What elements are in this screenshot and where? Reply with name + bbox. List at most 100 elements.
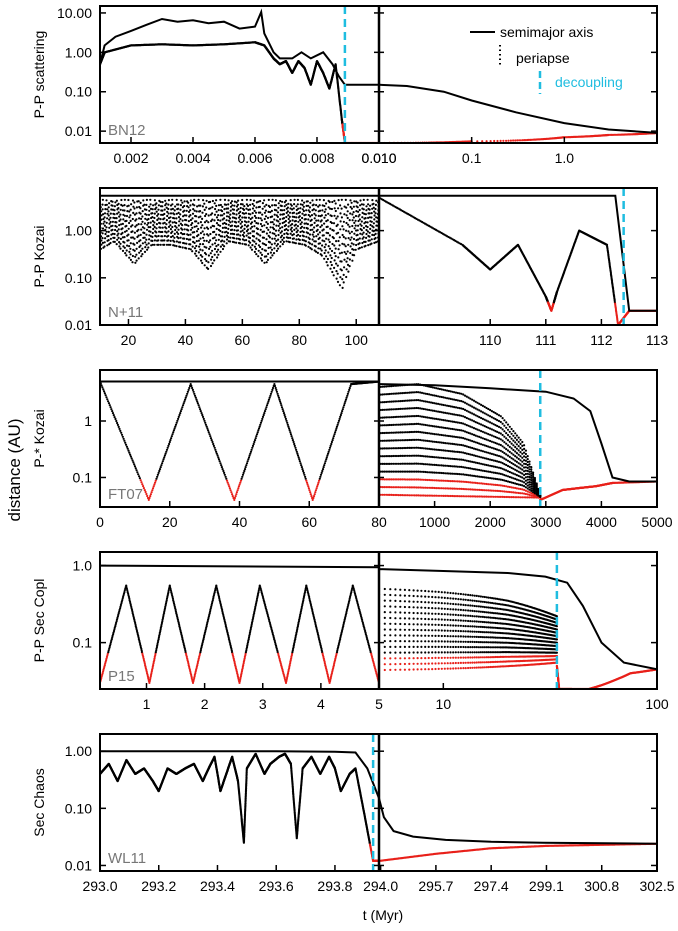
periapse-point — [169, 212, 173, 215]
periapse-point — [429, 471, 433, 474]
x-tick-label: 0.008 — [299, 150, 334, 166]
periapse-point — [328, 247, 332, 250]
periapse-point — [197, 257, 200, 260]
periapse-point — [381, 493, 384, 496]
periapse-point — [149, 226, 152, 229]
periapse-point — [413, 478, 416, 481]
periapse-point — [390, 439, 393, 442]
periapse-point — [320, 214, 323, 217]
periapse-point — [249, 246, 252, 249]
periapse-point — [437, 494, 440, 497]
periapse-point — [365, 205, 368, 208]
periapse-point — [177, 224, 180, 227]
periapse-point — [309, 228, 312, 232]
periapse-point — [137, 228, 140, 231]
periapse-point — [209, 200, 212, 203]
periapse-point — [413, 415, 416, 418]
periapse-point — [175, 421, 178, 424]
periapse-point — [274, 204, 278, 207]
periapse-point — [152, 485, 155, 488]
periapse-point — [385, 447, 388, 450]
periapse-point — [131, 230, 134, 233]
periapse-point — [458, 443, 461, 446]
periapse-point — [358, 242, 361, 245]
periapse-point — [366, 230, 369, 233]
periapse-point — [426, 478, 429, 482]
periapse-point — [462, 451, 465, 454]
periapse-point — [270, 248, 274, 251]
periapse-point — [173, 213, 176, 216]
periapse-point — [360, 246, 363, 249]
periapse-point — [422, 439, 425, 442]
x-tick-label: 80 — [291, 332, 307, 348]
periapse-point — [225, 215, 229, 218]
periapse-point — [463, 444, 467, 447]
periapse-point — [269, 256, 272, 259]
periapse-point — [313, 212, 316, 215]
periapse-point — [185, 237, 188, 241]
periapse-point — [284, 224, 287, 227]
periapse-point — [203, 419, 206, 422]
periapse-point — [440, 471, 443, 475]
periapse-point — [420, 391, 424, 394]
periapse-point — [399, 478, 402, 481]
periapse-point — [308, 210, 311, 213]
periapse-point — [431, 463, 434, 466]
periapse-point — [235, 225, 238, 228]
periapse-point — [211, 440, 214, 444]
periapse-point — [201, 255, 204, 258]
periapse-point — [286, 210, 289, 213]
x-tick-label: 60 — [235, 332, 251, 348]
periapse-point — [323, 462, 326, 465]
periapse-point — [262, 230, 266, 233]
periapse-point — [364, 244, 367, 247]
periapse-point — [437, 433, 440, 436]
periapse-point — [195, 254, 198, 257]
periapse-point — [329, 227, 332, 230]
periapse-point — [274, 229, 278, 232]
periapse-point — [444, 449, 447, 452]
periapse-point — [145, 203, 148, 206]
periapse-point — [137, 234, 140, 237]
x-tick-label: 40 — [232, 514, 248, 530]
periapse-point — [352, 205, 355, 208]
periapse-point — [153, 212, 156, 215]
periapse-point — [259, 251, 262, 254]
periapse-point — [422, 447, 425, 450]
periapse-point — [185, 209, 188, 212]
periapse-point — [394, 462, 397, 465]
periapse-point — [139, 233, 142, 236]
periapse-point — [274, 386, 277, 390]
periapse-point — [242, 235, 246, 238]
periapse-point — [109, 241, 112, 245]
periapse-point — [388, 400, 391, 403]
periapse-point — [257, 244, 260, 247]
periapse-point — [392, 447, 395, 450]
periapse-point — [449, 457, 452, 460]
periapse-point — [437, 410, 440, 413]
periapse-point — [252, 235, 256, 238]
periapse-point — [139, 249, 142, 252]
periapse-point — [311, 238, 314, 241]
periapse-point — [460, 495, 463, 498]
periapse-point — [223, 235, 226, 238]
periapse-point — [101, 232, 104, 235]
periapse-point — [302, 471, 305, 474]
periapse-point — [266, 216, 270, 219]
periapse-point — [170, 208, 173, 211]
periapse-point — [126, 447, 129, 450]
periapse-point — [185, 394, 188, 397]
periapse-point — [226, 481, 229, 484]
periapse-point — [160, 239, 163, 242]
periapse-point — [116, 238, 119, 241]
periapse-point — [460, 458, 463, 461]
periapse-point — [325, 456, 328, 459]
periapse-point — [223, 208, 226, 211]
periapse-point — [318, 242, 322, 245]
periapse-point — [419, 423, 422, 426]
periapse-point — [277, 229, 280, 232]
periapse-point — [211, 212, 214, 215]
periapse-point — [333, 244, 336, 247]
periapse-point — [214, 207, 217, 211]
